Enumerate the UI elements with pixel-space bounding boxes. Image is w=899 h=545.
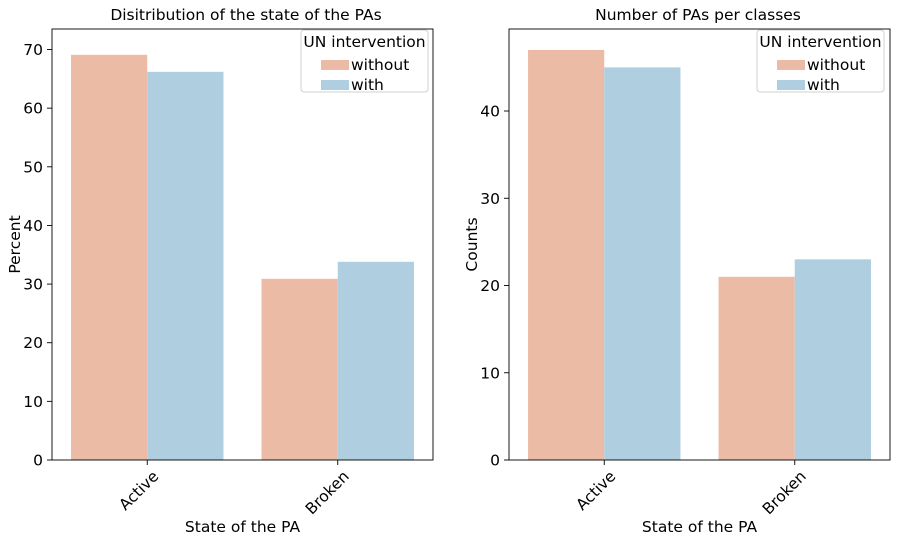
y-tick-label: 30 — [23, 276, 43, 294]
legend-box — [756, 29, 885, 93]
legend-label-without: without — [351, 56, 409, 74]
y-tick-label: 60 — [23, 100, 43, 118]
x-axis-label: State of the PA — [185, 518, 301, 536]
chart-title: Disitribution of the state of the PAs — [110, 6, 381, 24]
legend-label-without: without — [807, 56, 865, 74]
y-tick-label: 40 — [480, 103, 500, 121]
y-axis-label: Percent — [6, 215, 24, 273]
y-tick-label: 10 — [480, 364, 500, 382]
legend-swatch-with — [321, 80, 349, 90]
bar-without-broken — [718, 276, 795, 460]
x-axis-label: State of the PA — [642, 518, 758, 536]
x-tick-label-broken: Broken — [759, 467, 810, 518]
axes-frame — [51, 28, 434, 461]
legend-title: UN intervention — [303, 33, 425, 51]
legend-label-with: with — [351, 76, 384, 94]
bar-with-broken — [337, 261, 414, 460]
bar-without-active — [528, 49, 605, 460]
y-tick-label: 50 — [23, 158, 43, 176]
y-axis-label: Counts — [463, 217, 481, 271]
x-tick-label-active: Active — [573, 467, 620, 514]
chart-percent: 0 10 20 30 40 50 60 70 Active Broken Disitribution… — [6, 6, 434, 536]
legend-title: UN intervention — [759, 33, 881, 51]
y-tick-label: 10 — [23, 393, 43, 411]
chart-counts: 0 10 20 30 40 Active Broken Number of PAs per c… — [463, 6, 891, 536]
y-tick-label: 20 — [23, 334, 43, 352]
bar-without-broken — [261, 278, 338, 460]
chart-title: Number of PAs per classes — [595, 6, 801, 24]
legend-box — [300, 29, 429, 93]
legend-swatch-without — [321, 60, 349, 70]
legend-swatch-with — [777, 80, 805, 90]
legend-label-with: with — [807, 76, 840, 94]
bar-with-active — [147, 71, 224, 461]
y-tick-label: 70 — [23, 41, 43, 59]
legend-swatch-without — [777, 60, 805, 70]
y-tick-label: 40 — [23, 217, 43, 235]
y-tick-label: 30 — [480, 190, 500, 208]
legend: UN intervention without with — [300, 29, 429, 94]
bar-with-broken — [794, 259, 871, 460]
x-tick-label-broken: Broken — [302, 467, 353, 518]
legend: UN intervention without with — [756, 29, 885, 94]
bar-without-active — [71, 54, 148, 460]
x-tick-label-active: Active — [116, 467, 163, 514]
y-tick-label: 0 — [490, 452, 500, 470]
axes-frame — [508, 28, 891, 461]
y-tick-label: 20 — [480, 277, 500, 295]
y-tick-label: 0 — [33, 452, 43, 470]
bar-with-active — [604, 67, 681, 460]
